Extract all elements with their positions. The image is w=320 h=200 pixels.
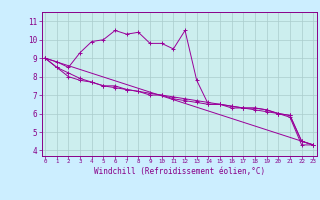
X-axis label: Windchill (Refroidissement éolien,°C): Windchill (Refroidissement éolien,°C) bbox=[94, 167, 265, 176]
